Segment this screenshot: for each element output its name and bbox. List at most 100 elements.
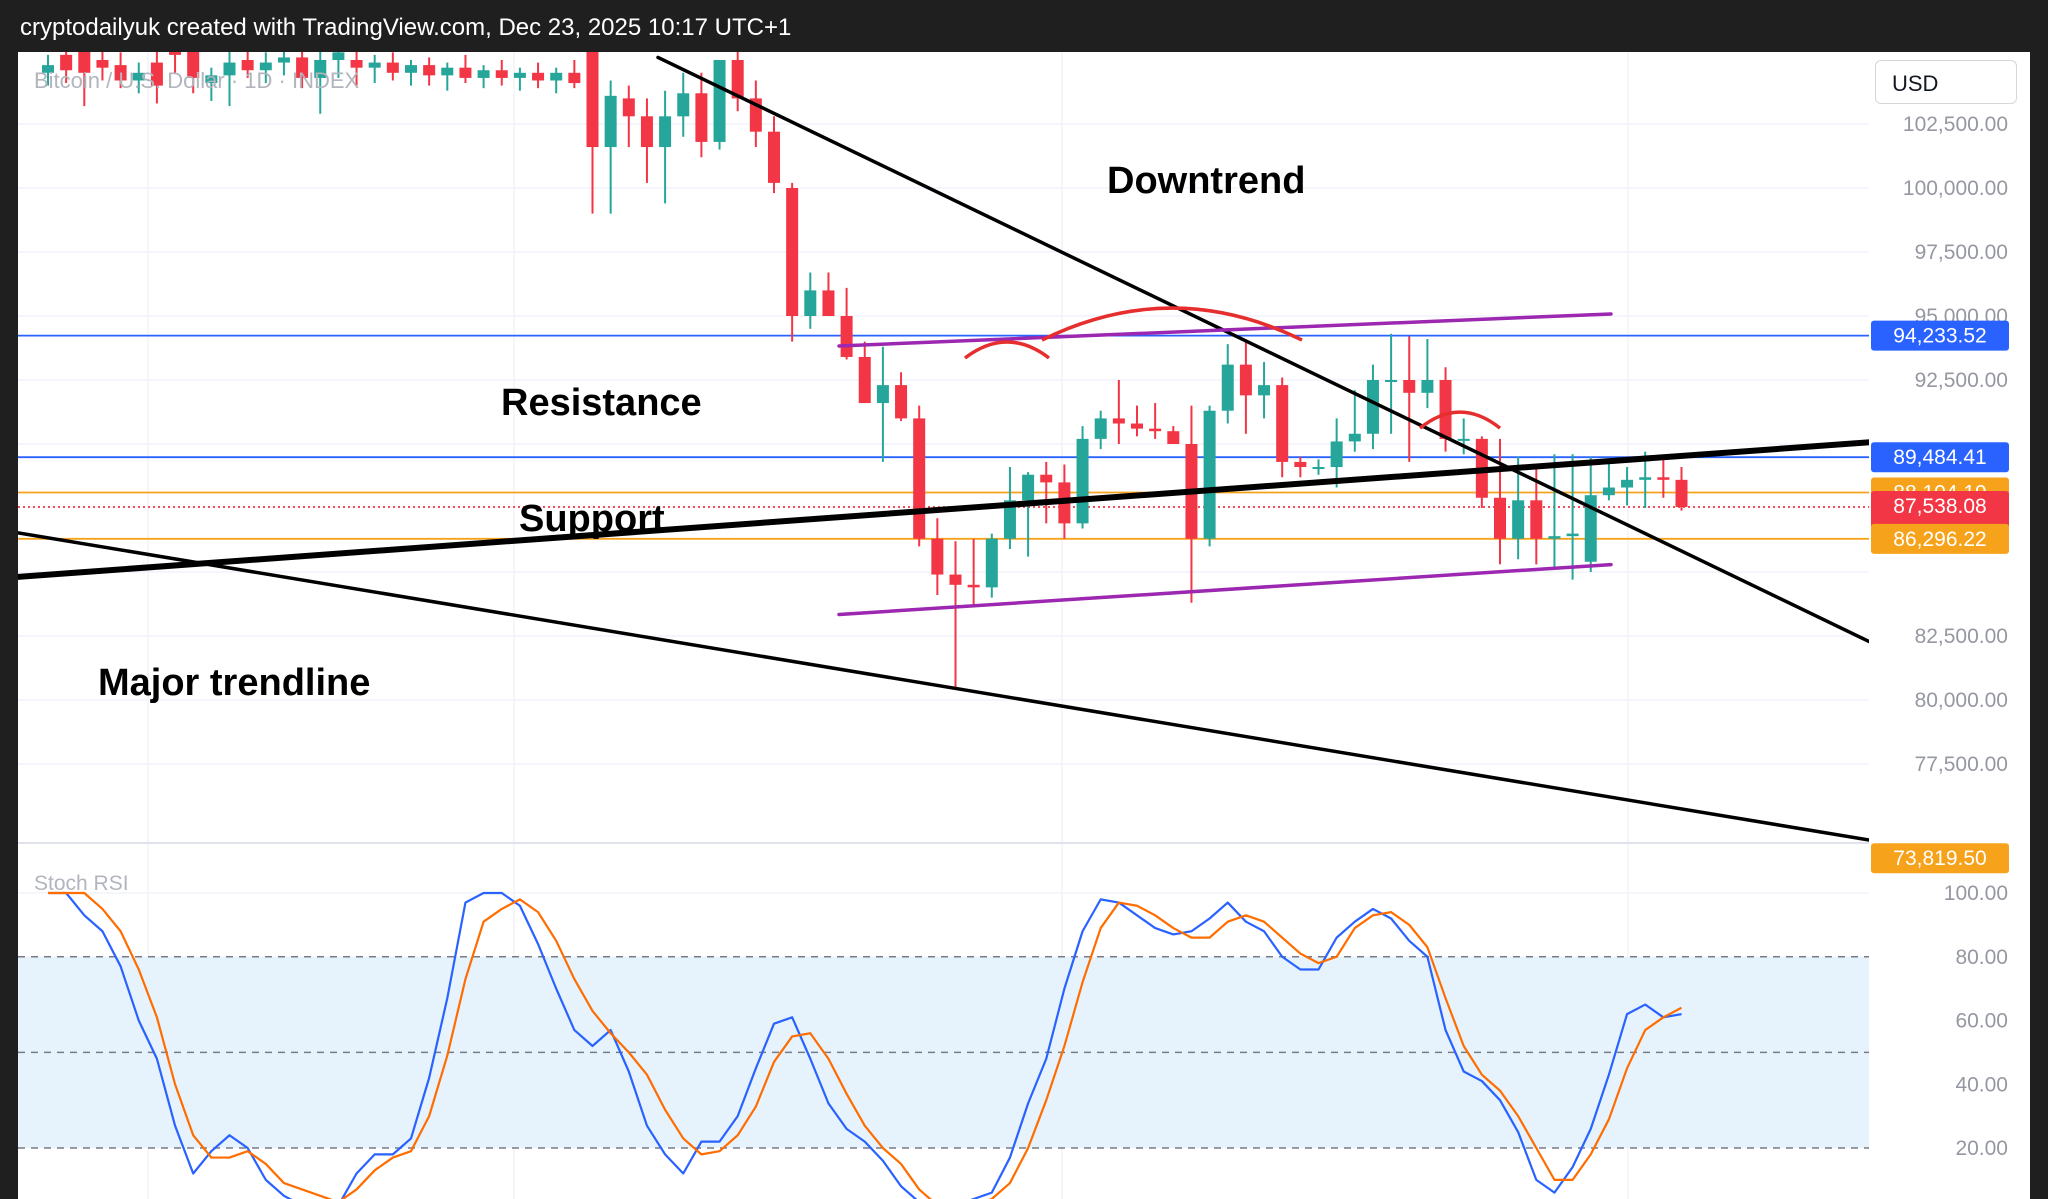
candle-body	[1657, 477, 1670, 480]
price-label-text: 94,233.52	[1893, 325, 1986, 348]
lower-trendline	[18, 531, 2013, 866]
candle-body	[1312, 467, 1325, 470]
candle-body	[1512, 500, 1525, 539]
price-tick-label: 77,500.00	[1915, 753, 2008, 776]
candle-body	[513, 72, 526, 78]
chart-canvas[interactable]: 102,500.00100,000.0097,500.0095,000.0092…	[18, 52, 2030, 1199]
candle-body	[931, 538, 944, 575]
candle-body	[78, 52, 91, 73]
candle-body	[368, 62, 381, 68]
candle-body	[1584, 495, 1597, 562]
candle-body	[1076, 438, 1089, 524]
candle-body	[296, 57, 309, 78]
stoch-tick-label: 20.00	[1955, 1137, 2008, 1160]
candle-body	[1566, 533, 1579, 537]
price-tick-label: 100,000.00	[1903, 177, 2008, 200]
candle-body	[622, 98, 635, 117]
candle-body	[731, 60, 744, 99]
indicator-label: Stoch RSI	[34, 872, 129, 895]
candle-body	[532, 72, 545, 81]
candle-body	[876, 385, 889, 404]
candle-body	[1203, 410, 1216, 539]
price-label-box	[1871, 442, 2009, 473]
candle-body	[1457, 438, 1470, 441]
candle-body	[858, 356, 871, 404]
top-bar: cryptodailyuk created with TradingView.c…	[0, 0, 2048, 52]
candle-body	[241, 60, 254, 71]
candle-body	[713, 60, 726, 142]
stoch-tick-label: 60.00	[1955, 1010, 2008, 1033]
candle-body	[1112, 418, 1125, 424]
candle-body	[1294, 461, 1307, 468]
candle-body	[42, 65, 54, 73]
candle-body	[550, 72, 563, 81]
candle-body	[332, 52, 345, 60]
candle-body	[1040, 474, 1053, 483]
candle-body	[60, 54, 73, 71]
price-label-text: 86,296.22	[1893, 528, 1986, 551]
candle-body	[1494, 497, 1506, 539]
candle-body	[840, 316, 853, 357]
candle-body	[459, 67, 472, 78]
channel-bottom	[837, 562, 1613, 617]
candle-body	[586, 52, 599, 148]
candle-body	[604, 95, 617, 148]
candle-body	[1276, 385, 1289, 462]
candle-body	[477, 70, 490, 78]
candle-body	[495, 70, 508, 78]
candle-body	[1530, 500, 1543, 539]
candle-body	[1221, 364, 1234, 411]
candle-body	[967, 584, 980, 588]
price-label-text: 73,819.50	[1893, 847, 1986, 870]
candle-body	[1348, 433, 1361, 442]
annotation-major-trendline: Major trendline	[98, 662, 371, 704]
price-tick-label: 82,500.00	[1915, 625, 2008, 648]
candle-body	[1022, 474, 1035, 501]
candle-body	[1094, 418, 1107, 439]
price-label-box	[1871, 523, 2009, 554]
candle-body	[1149, 428, 1162, 432]
price-label-text: 87,538.08	[1893, 495, 1986, 518]
currency-selector[interactable]: USD	[1875, 60, 2017, 104]
candle-body	[96, 60, 109, 68]
price-tick-label: 92,500.00	[1915, 369, 2008, 392]
downtrend-line	[656, 55, 2013, 712]
candle-body	[985, 538, 998, 588]
candle-body	[114, 65, 127, 81]
candle-body	[1602, 487, 1615, 496]
candle-body	[695, 93, 708, 142]
candle-body	[1548, 536, 1561, 539]
candle-body	[640, 116, 653, 148]
stoch-tick-label: 100.00	[1944, 882, 2008, 905]
price-label-box	[1871, 320, 2009, 351]
candle-body	[187, 52, 200, 78]
candle-body	[786, 188, 799, 316]
price-tick-label: 80,000.00	[1915, 689, 2008, 712]
major-trendline	[18, 428, 2014, 580]
candle-body	[259, 62, 272, 71]
candle-body	[1003, 500, 1016, 539]
candle-body	[350, 60, 363, 68]
price-label-text: 89,484.41	[1893, 446, 1986, 469]
candle-body	[314, 60, 327, 78]
price-label-box	[1871, 843, 2009, 874]
price-tick-label: 102,500.00	[1903, 113, 2008, 136]
annotation-resistance: Resistance	[501, 382, 702, 424]
stoch-tick-label: 40.00	[1955, 1073, 2008, 1096]
candle-body	[405, 65, 417, 73]
candle-body	[895, 385, 908, 419]
candle-body	[1621, 479, 1634, 488]
candle-body	[913, 418, 926, 539]
arc-small-right	[1418, 410, 1502, 430]
candle-body	[659, 116, 672, 148]
candle-body	[1239, 364, 1252, 396]
candle-body	[1439, 380, 1452, 439]
candle-body	[949, 574, 962, 585]
candle-body	[1403, 380, 1416, 393]
candle-body	[1385, 380, 1398, 382]
candle-body	[822, 290, 835, 316]
candle-body	[1167, 431, 1180, 444]
candle-body	[804, 290, 817, 316]
stoch-tick-label: 80.00	[1955, 946, 2008, 969]
attribution-text: cryptodailyuk created with TradingView.c…	[20, 14, 792, 41]
